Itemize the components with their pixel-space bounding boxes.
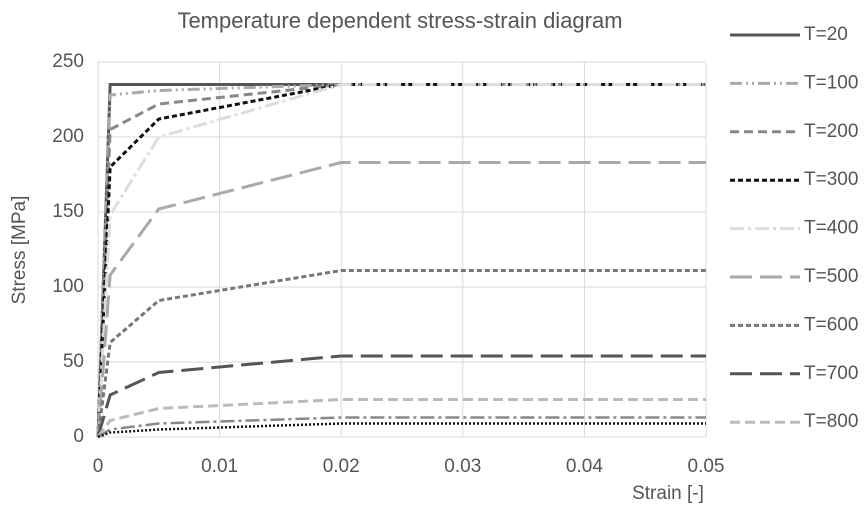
x-tick-label: 0	[93, 456, 104, 477]
legend-label: T=300	[804, 169, 858, 190]
line	[96, 161, 706, 438]
y-axis-label: Stress [MPa]	[9, 196, 30, 305]
x-tick-label: 0.05	[688, 456, 725, 477]
legend-label: T=400	[804, 218, 858, 239]
y-tick-label: 200	[52, 126, 84, 147]
line	[97, 416, 706, 439]
x-tick-label: 0.04	[566, 456, 603, 477]
y-tick-label: 150	[52, 201, 84, 222]
y-tick-label: 250	[52, 51, 84, 72]
y-tick-label: 100	[52, 276, 84, 297]
y-tick-label: 0	[73, 426, 84, 447]
legend-label: T=20	[804, 24, 848, 45]
line	[96, 354, 706, 438]
legend-label: T=100	[804, 72, 858, 93]
line	[96, 83, 706, 438]
chart-title: Temperature dependent stress-strain diag…	[177, 8, 622, 33]
x-tick-label: 0.01	[201, 456, 238, 477]
legend-label: T=600	[804, 314, 858, 335]
line	[96, 269, 706, 438]
line	[96, 83, 706, 438]
line	[97, 422, 706, 439]
y-tick-label: 50	[63, 351, 84, 372]
legend-label: T=700	[804, 363, 858, 384]
x-tick-label: 0.03	[444, 456, 481, 477]
legend-label: T=200	[804, 121, 858, 142]
x-axis-label: Strain [-]	[632, 483, 704, 504]
legend-label: T=500	[804, 266, 858, 287]
legend-label: T=800	[804, 411, 858, 432]
x-tick-label: 0.02	[323, 456, 360, 477]
